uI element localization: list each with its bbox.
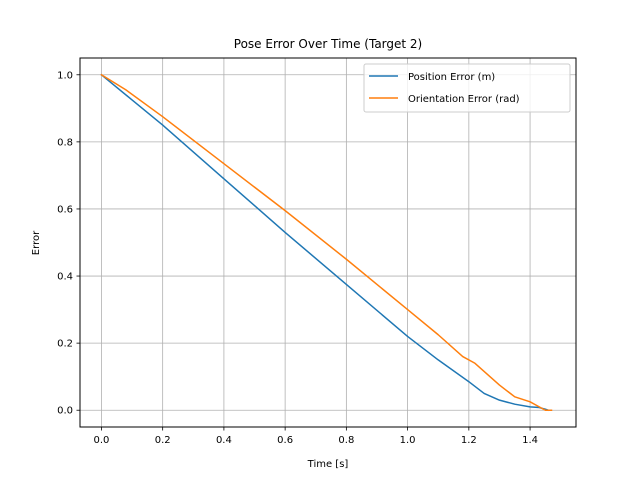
ticks: 0.0 0.2 0.4 0.6 0.8 1.0 1.2 1.4 0.0 0.2 0.4 0.6 0.8 1… bbox=[57, 70, 538, 446]
x-tick-label: 1.0 bbox=[400, 435, 416, 446]
plot-frame bbox=[79, 57, 577, 428]
y-tick-label: 0.4 bbox=[57, 272, 73, 283]
x-tick-label: 0.6 bbox=[277, 435, 293, 446]
series-line-orientation-error bbox=[100, 73, 553, 411]
x-axis-label: Time [s] bbox=[307, 459, 349, 470]
series-line-position-error bbox=[100, 73, 550, 412]
y-tick-label: 0.0 bbox=[57, 406, 73, 417]
y-tick-label: 1.0 bbox=[57, 70, 73, 81]
legend: Position Error (m) Orientation Error (ra… bbox=[363, 63, 571, 113]
y-tick-label: 0.2 bbox=[57, 339, 73, 350]
legend-label-orientation-error: Orientation Error (rad) bbox=[408, 94, 520, 105]
x-tick-label: 0.8 bbox=[338, 435, 354, 446]
x-tick-label: 1.2 bbox=[461, 435, 477, 446]
legend-box bbox=[363, 63, 571, 113]
x-tick-label: 0.4 bbox=[216, 435, 232, 446]
chart-title: Pose Error Over Time (Target 2) bbox=[234, 37, 422, 51]
x-tick-label: 0.0 bbox=[93, 435, 109, 446]
series-layer bbox=[100, 73, 553, 412]
x-tick-label: 0.2 bbox=[155, 435, 171, 446]
grid bbox=[80, 58, 576, 427]
y-tick-label: 0.6 bbox=[57, 204, 73, 215]
x-tick-label: 1.4 bbox=[522, 435, 538, 446]
y-tick-label: 0.8 bbox=[57, 137, 73, 148]
legend-label-position-error: Position Error (m) bbox=[408, 72, 495, 83]
y-axis-label: Error bbox=[31, 230, 42, 255]
